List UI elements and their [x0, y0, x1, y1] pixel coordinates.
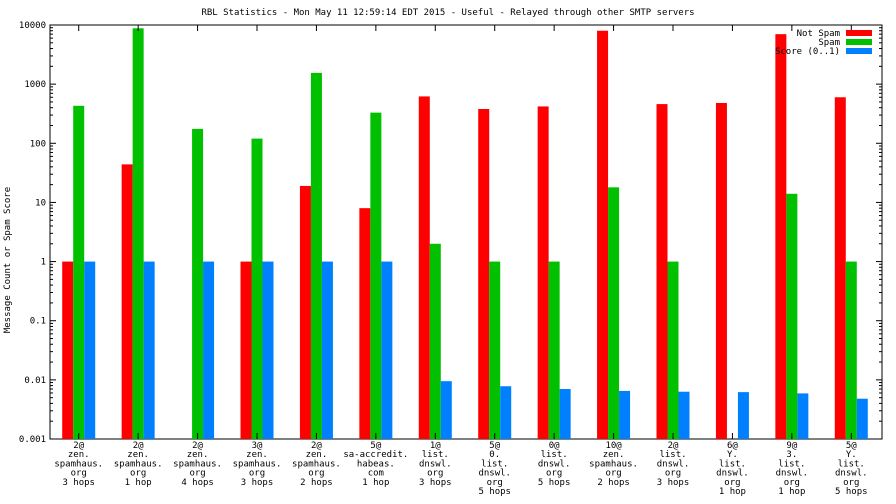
bar [489, 261, 501, 439]
y-axis-label: Message Count or Spam Score [3, 187, 13, 333]
legend-label: Not Spam [797, 29, 840, 39]
bar [62, 261, 74, 439]
x-tick-label: 2@ zen. spamhaus. org 4 hops [173, 441, 222, 488]
bar [608, 187, 620, 439]
x-tick-label: 2@ zen. spamhaus. org 2 hops [292, 441, 341, 488]
bar [203, 261, 215, 439]
x-tick-label: 5@ Y. list. dnswl. org 5 hops [835, 441, 868, 497]
plot-frame [49, 24, 883, 440]
bar [845, 261, 857, 439]
bar [84, 261, 96, 439]
bar [597, 30, 609, 439]
bar [381, 261, 393, 439]
bar [73, 105, 85, 439]
bar [321, 261, 333, 439]
bar [856, 398, 868, 439]
bar [262, 261, 274, 439]
x-tick-label: 10@ zen. spamhaus. org 2 hops [589, 441, 638, 488]
y-tick-label: 10000 [19, 21, 46, 31]
x-tick-label: 2@ zen. spamhaus. org 1 hop [114, 441, 163, 488]
legend-swatch [846, 48, 872, 54]
bar [619, 390, 631, 439]
legend-label: Spam [818, 38, 840, 48]
bar [678, 391, 690, 439]
bar [500, 386, 512, 439]
bar [429, 243, 441, 439]
bar [240, 261, 252, 439]
x-tick-label: 2@ list. dnswl. org 3 hops [657, 441, 690, 488]
x-tick-label: 5@ 0. list. dnswl. org 5 hops [478, 441, 511, 497]
bar [359, 208, 371, 439]
bar [775, 34, 787, 439]
y-tick-label: 0.001 [19, 435, 46, 445]
bar [797, 393, 809, 439]
bars [62, 28, 868, 440]
bar [132, 28, 144, 440]
bar [310, 72, 322, 439]
y-tick-label: 100 [30, 139, 46, 149]
bar [121, 164, 133, 440]
bar [370, 112, 382, 439]
bar [143, 261, 155, 439]
bar [786, 193, 798, 439]
bar [440, 381, 452, 439]
bar [537, 106, 549, 439]
plot-border [49, 24, 883, 440]
x-tick-label: 1@ list. dnswl. org 3 hops [419, 441, 452, 488]
bar [667, 261, 679, 439]
x-tick-label: 9@ 3. list. dnswl. org 1 hop [776, 441, 809, 497]
y-tick-label: 10 [35, 198, 46, 208]
x-tick-label: 6@ Y. list. dnswl. org 1 hop [716, 441, 749, 497]
bar [737, 392, 749, 439]
y-tick-label: 0.01 [24, 376, 46, 386]
bar [656, 104, 668, 440]
bar [418, 96, 430, 440]
bar [715, 102, 727, 439]
y-tick-label: 1 [41, 258, 46, 268]
bar [251, 138, 263, 439]
x-tick-label: 5@ sa-accredit. habeas. com 1 hop [343, 441, 408, 488]
x-tick-label: 2@ zen. spamhaus. org 3 hops [54, 441, 103, 488]
bar [834, 97, 846, 440]
bar [548, 261, 560, 439]
bar [478, 108, 490, 439]
bar [559, 389, 571, 439]
bar [299, 185, 311, 439]
y-tick-label: 1000 [24, 80, 46, 90]
legend-swatch [846, 30, 872, 36]
legend-swatch [846, 39, 872, 45]
x-tick-label: 3@ zen. spamhaus. org 3 hops [233, 441, 282, 488]
y-axis-ticks: 0.001 0.01 0.1 1 10 100 1000 10000 [19, 21, 882, 445]
bar [192, 128, 204, 439]
chart-title: RBL Statistics - Mon May 11 12:59:14 EDT… [201, 8, 694, 18]
legend-label: Score (0..1) [775, 47, 840, 57]
y-tick-label: 0.1 [30, 317, 46, 327]
x-tick-label: 0@ list. dnswl. org 5 hops [538, 441, 571, 488]
